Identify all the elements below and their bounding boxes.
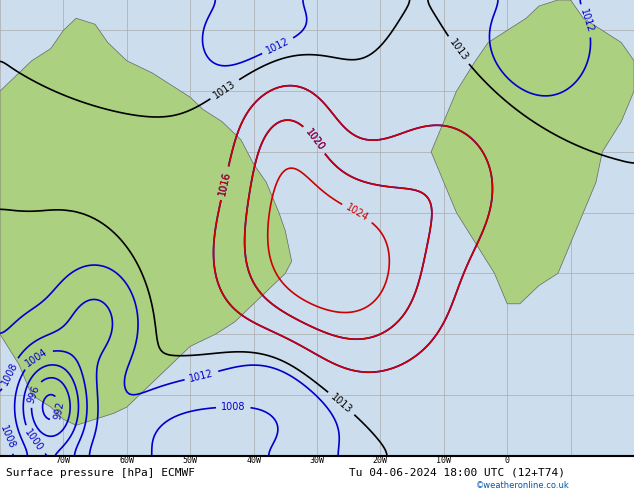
Polygon shape — [0, 18, 292, 425]
Text: 1013: 1013 — [329, 392, 354, 415]
Text: 70W: 70W — [56, 456, 71, 465]
Text: 1008: 1008 — [221, 402, 245, 412]
Text: 1000: 1000 — [23, 428, 45, 453]
Text: 1020: 1020 — [303, 127, 326, 152]
Text: 1013: 1013 — [212, 78, 238, 100]
Text: 40W: 40W — [246, 456, 261, 465]
Text: 1016: 1016 — [217, 170, 232, 196]
Text: 50W: 50W — [183, 456, 198, 465]
Text: 1012: 1012 — [578, 7, 595, 34]
Text: 992: 992 — [52, 400, 65, 420]
Text: Tu 04-06-2024 18:00 UTC (12+T74): Tu 04-06-2024 18:00 UTC (12+T74) — [349, 468, 565, 478]
Polygon shape — [431, 0, 634, 304]
Text: 10W: 10W — [436, 456, 451, 465]
Text: 996: 996 — [26, 384, 41, 404]
Text: 30W: 30W — [309, 456, 325, 465]
Text: 1004: 1004 — [24, 346, 50, 368]
Text: 60W: 60W — [119, 456, 134, 465]
Text: 1024: 1024 — [344, 202, 370, 223]
Text: 1008: 1008 — [0, 424, 17, 451]
Text: 0: 0 — [505, 456, 510, 465]
Text: 1013: 1013 — [447, 38, 470, 63]
Text: 1012: 1012 — [188, 368, 214, 384]
Text: 1016: 1016 — [217, 170, 232, 196]
Text: Surface pressure [hPa] ECMWF: Surface pressure [hPa] ECMWF — [6, 468, 195, 478]
Text: 1012: 1012 — [264, 36, 291, 56]
Text: 20W: 20W — [373, 456, 388, 465]
Text: 1020: 1020 — [303, 127, 326, 152]
Text: ©weatheronline.co.uk: ©weatheronline.co.uk — [476, 481, 569, 490]
Text: 1008: 1008 — [0, 360, 20, 387]
